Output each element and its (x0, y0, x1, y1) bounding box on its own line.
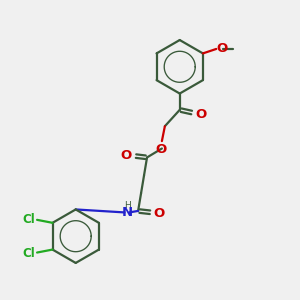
Text: Cl: Cl (23, 213, 36, 226)
Text: Cl: Cl (23, 247, 36, 260)
Text: O: O (155, 142, 167, 156)
Text: O: O (196, 108, 207, 121)
Text: O: O (121, 149, 132, 162)
Text: O: O (217, 42, 228, 56)
Text: O: O (154, 206, 165, 220)
Text: H: H (124, 201, 131, 210)
Text: N: N (122, 206, 133, 219)
